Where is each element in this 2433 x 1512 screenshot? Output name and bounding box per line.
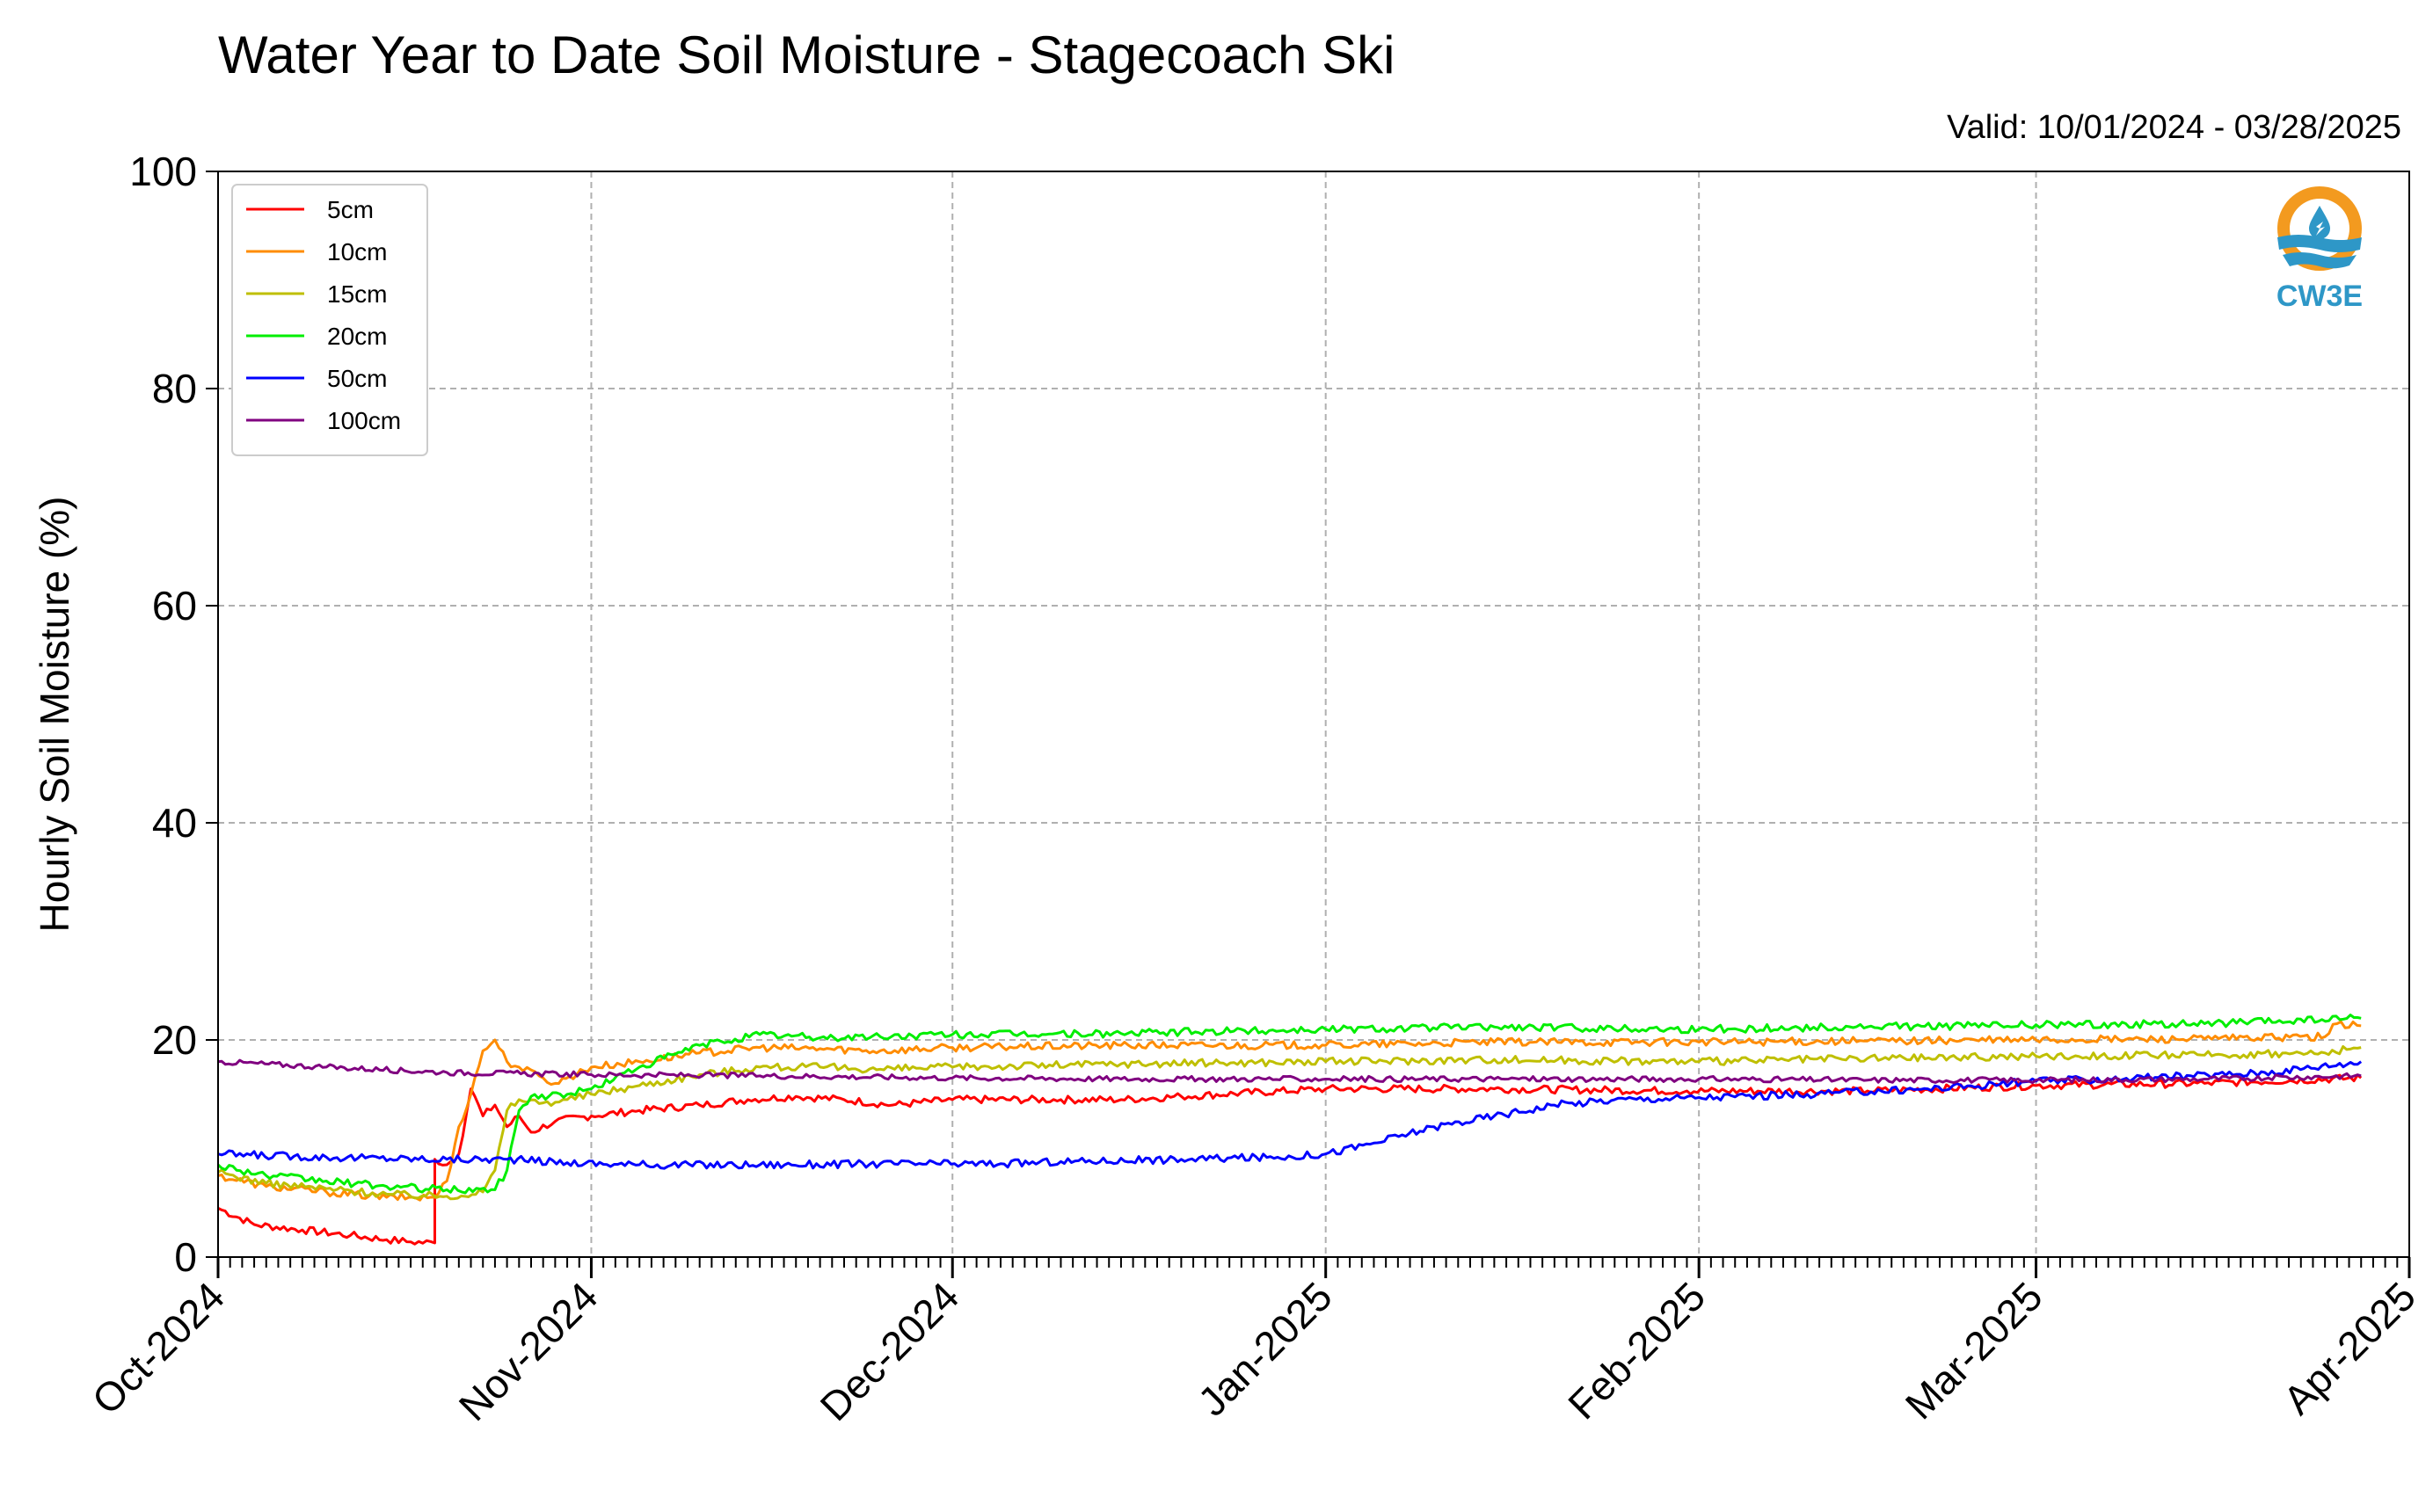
series-line-5cm [217, 1073, 2363, 1246]
y-tick-label: 0 [174, 1234, 197, 1280]
series-line-15cm [217, 1045, 2362, 1201]
y-axis-label: Hourly Soil Moisture (%) [32, 497, 77, 933]
legend-label: 15cm [327, 280, 387, 308]
series-line-50cm [217, 1060, 2363, 1170]
legend-label: 20cm [327, 323, 387, 350]
series-line-100cm [217, 1058, 2362, 1085]
legend-label: 5cm [327, 196, 374, 223]
x-tick-label: Dec-2024 [811, 1273, 967, 1429]
valid-date-range: Valid: 10/01/2024 - 03/28/2025 [1947, 109, 2401, 146]
y-tick-label: 80 [152, 366, 197, 411]
legend-label: 100cm [327, 407, 401, 434]
x-tick-label: Feb-2025 [1559, 1273, 1714, 1428]
plot-frame [217, 171, 2410, 1258]
x-tick-label: Mar-2025 [1897, 1273, 2051, 1428]
x-tick-label: Oct-2024 [84, 1273, 234, 1423]
y-tick-label: 100 [129, 149, 197, 194]
series-line-10cm [217, 1020, 2362, 1202]
x-tick-label: Nov-2024 [450, 1273, 607, 1429]
water-drop-icon [2277, 186, 2362, 271]
y-tick-label: 20 [152, 1017, 197, 1063]
x-tick-label: Jan-2025 [1189, 1273, 1340, 1424]
cw3e-logo: CW3E [2258, 183, 2381, 323]
y-tick-label: 60 [152, 583, 197, 629]
series-line-20cm [216, 1014, 2362, 1195]
legend-label: 50cm [327, 365, 387, 392]
legend-label: 10cm [327, 238, 387, 265]
y-tick-label: 40 [152, 800, 197, 846]
x-tick-label: Apr-2025 [2274, 1273, 2424, 1423]
chart-title: Water Year to Date Soil Moisture - Stage… [218, 25, 1395, 84]
logo-text: CW3E [2276, 280, 2364, 313]
